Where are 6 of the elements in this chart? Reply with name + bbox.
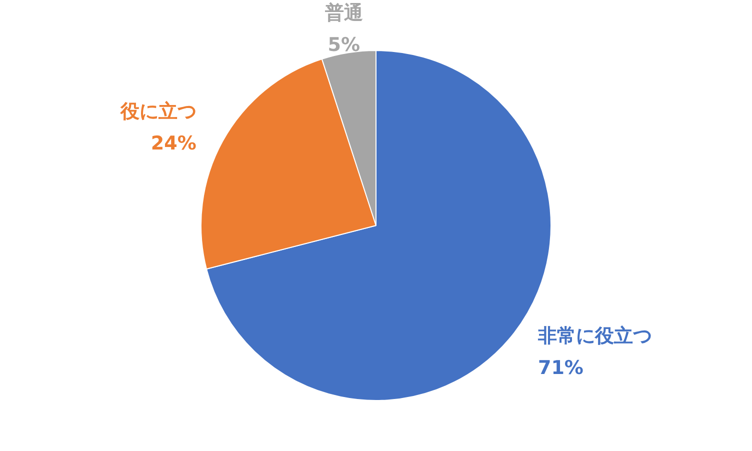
- slice-label: 普通: [324, 2, 363, 24]
- data-label: 5%: [328, 34, 360, 56]
- slice-label: 非常に役立つ: [536, 325, 652, 348]
- data-label: 71%: [538, 357, 584, 380]
- slice-label: 役に立つ: [119, 100, 196, 123]
- data-label: 24%: [150, 132, 196, 155]
